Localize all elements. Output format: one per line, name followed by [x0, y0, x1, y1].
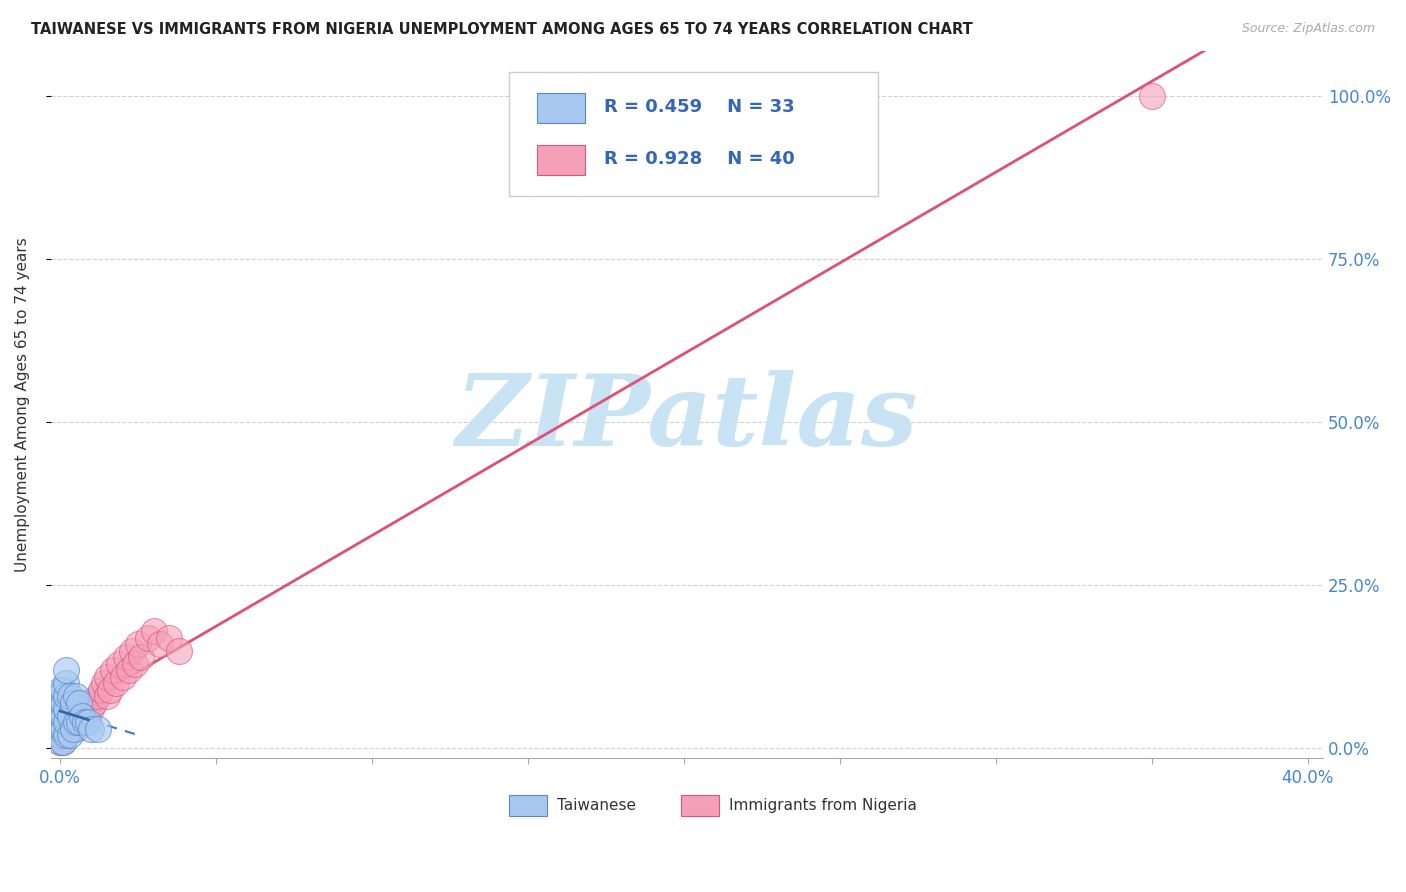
Point — [55, 715, 77, 730]
FancyBboxPatch shape — [509, 72, 877, 195]
Bar — [509, 795, 547, 816]
Point — [49, 722, 72, 736]
Bar — [537, 93, 585, 123]
Point — [58, 709, 80, 723]
Point — [52, 696, 75, 710]
Point — [58, 728, 80, 742]
Text: R = 0.459    N = 33: R = 0.459 N = 33 — [605, 98, 794, 116]
Point — [77, 709, 100, 723]
Point — [49, 690, 72, 704]
Point — [62, 696, 84, 710]
Point — [111, 670, 134, 684]
Point — [55, 728, 77, 742]
Point — [124, 657, 146, 671]
Point — [127, 637, 149, 651]
Point — [62, 715, 84, 730]
Point — [49, 702, 72, 716]
Point — [167, 643, 190, 657]
Point — [49, 728, 72, 742]
Point — [83, 696, 105, 710]
Point — [67, 696, 90, 710]
Point — [108, 657, 131, 671]
Point — [118, 663, 141, 677]
Point — [1140, 89, 1163, 103]
Bar — [681, 795, 718, 816]
Text: Taiwanese: Taiwanese — [557, 798, 636, 814]
Point — [67, 715, 90, 730]
Point — [121, 643, 143, 657]
Point — [114, 650, 136, 665]
Text: Source: ZipAtlas.com: Source: ZipAtlas.com — [1241, 22, 1375, 36]
Point — [65, 722, 87, 736]
Point — [49, 735, 72, 749]
Point — [58, 690, 80, 704]
Point — [49, 682, 72, 697]
Point — [98, 682, 121, 697]
Point — [52, 722, 75, 736]
Point — [67, 715, 90, 730]
Point — [105, 676, 128, 690]
Point — [90, 682, 112, 697]
Point — [52, 722, 75, 736]
Point — [70, 702, 93, 716]
Point — [55, 728, 77, 742]
Point — [65, 709, 87, 723]
Point — [96, 670, 118, 684]
Point — [49, 696, 72, 710]
Point — [77, 715, 100, 730]
Point — [149, 637, 172, 651]
Bar — [537, 145, 585, 175]
Point — [65, 690, 87, 704]
Point — [80, 722, 103, 736]
Point — [157, 631, 180, 645]
Point — [52, 709, 75, 723]
Point — [96, 690, 118, 704]
Point — [49, 735, 72, 749]
Point — [86, 722, 108, 736]
Point — [93, 676, 115, 690]
Point — [86, 690, 108, 704]
Point — [58, 709, 80, 723]
Point — [103, 663, 125, 677]
Point — [70, 709, 93, 723]
Point — [55, 702, 77, 716]
Text: TAIWANESE VS IMMIGRANTS FROM NIGERIA UNEMPLOYMENT AMONG AGES 65 TO 74 YEARS CORR: TAIWANESE VS IMMIGRANTS FROM NIGERIA UNE… — [31, 22, 973, 37]
Point — [136, 631, 159, 645]
Point — [52, 682, 75, 697]
Point — [75, 715, 97, 730]
Point — [49, 715, 72, 730]
Point — [142, 624, 165, 638]
Text: ZIPatlas: ZIPatlas — [456, 370, 918, 467]
Point — [75, 696, 97, 710]
Point — [55, 690, 77, 704]
Text: Immigrants from Nigeria: Immigrants from Nigeria — [728, 798, 917, 814]
Point — [55, 663, 77, 677]
Point — [65, 715, 87, 730]
Point — [58, 722, 80, 736]
Point — [52, 735, 75, 749]
Text: R = 0.928    N = 40: R = 0.928 N = 40 — [605, 150, 794, 168]
Point — [62, 702, 84, 716]
Point — [129, 650, 152, 665]
Y-axis label: Unemployment Among Ages 65 to 74 years: Unemployment Among Ages 65 to 74 years — [15, 237, 30, 572]
Point — [80, 702, 103, 716]
Point — [55, 676, 77, 690]
Point — [55, 715, 77, 730]
Point — [62, 722, 84, 736]
Point — [49, 728, 72, 742]
Point — [52, 735, 75, 749]
